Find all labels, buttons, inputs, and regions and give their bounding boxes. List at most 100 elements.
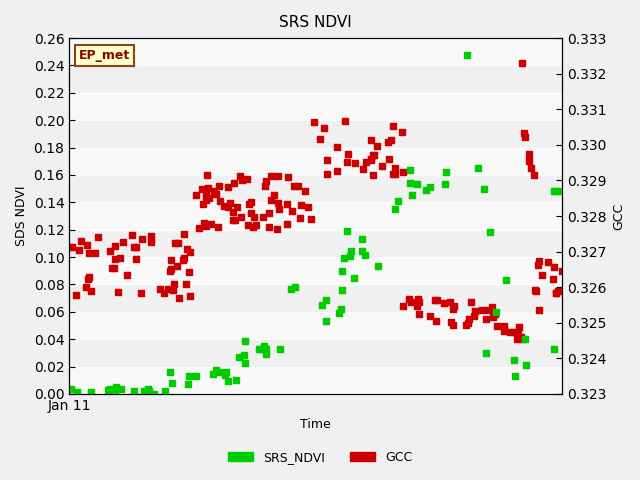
Point (239, 351, 249, 359)
Point (129, 387, 139, 395)
Point (249, 213, 259, 220)
Point (509, 328, 519, 336)
Point (342, 158, 352, 166)
Point (239, 337, 250, 345)
Point (137, 236, 147, 243)
Point (513, 329, 523, 336)
Point (145, 238, 156, 246)
Point (84, 273, 95, 281)
Point (469, 307, 479, 314)
Point (322, 156, 332, 164)
Point (148, 390, 159, 397)
Point (76, 237, 86, 245)
Point (405, 179, 415, 187)
Point (543, 259, 554, 266)
Point (184, 372, 195, 380)
Point (185, 249, 195, 256)
Y-axis label: GCC: GCC (612, 203, 625, 229)
Point (397, 168, 408, 176)
Point (90, 249, 100, 256)
Point (368, 171, 378, 179)
Point (517, 59, 527, 67)
Point (127, 231, 138, 239)
Point (321, 296, 331, 304)
Point (140, 388, 150, 396)
Point (526, 164, 536, 172)
Point (516, 335, 527, 342)
Point (505, 328, 515, 336)
Point (556, 267, 566, 275)
Point (229, 180, 239, 187)
Point (473, 164, 483, 172)
Point (385, 136, 396, 144)
Point (516, 333, 526, 340)
Point (139, 387, 149, 395)
Point (111, 384, 122, 391)
Point (166, 265, 176, 273)
Point (377, 162, 387, 170)
Point (344, 252, 355, 260)
Point (165, 368, 175, 376)
Point (524, 151, 534, 158)
Point (342, 227, 353, 234)
Point (108, 264, 118, 272)
Point (169, 280, 179, 288)
Point (182, 245, 192, 253)
Point (548, 264, 559, 271)
Point (332, 144, 342, 151)
Point (420, 186, 431, 193)
Point (492, 323, 502, 330)
Point (232, 203, 242, 211)
Point (103, 386, 113, 394)
Point (273, 199, 283, 207)
Point (346, 247, 356, 255)
Point (201, 222, 211, 230)
Point (549, 188, 559, 195)
Point (146, 232, 156, 240)
Point (160, 387, 170, 395)
Point (373, 262, 383, 270)
Point (256, 345, 266, 353)
Point (413, 296, 423, 303)
Point (159, 289, 169, 297)
Bar (69, 312, 562, 339)
Point (199, 219, 209, 227)
Point (289, 283, 300, 290)
Point (413, 310, 424, 318)
Point (490, 309, 500, 317)
Point (231, 376, 241, 384)
Point (65, 385, 76, 393)
Point (481, 315, 491, 323)
Point (266, 196, 276, 204)
Point (432, 296, 442, 304)
Point (300, 187, 310, 194)
Point (244, 201, 254, 208)
Point (254, 345, 264, 353)
Point (82, 241, 92, 249)
Point (462, 51, 472, 59)
Point (202, 184, 212, 192)
Point (332, 168, 342, 175)
Point (259, 343, 269, 350)
Point (93, 234, 104, 241)
Point (387, 170, 397, 178)
Point (350, 159, 360, 167)
Point (191, 372, 202, 380)
Point (260, 181, 270, 189)
Point (282, 201, 292, 208)
Point (86, 389, 96, 396)
Point (406, 298, 417, 306)
Point (219, 203, 229, 210)
Point (518, 129, 529, 136)
Y-axis label: SDS NDVI: SDS NDVI (15, 186, 28, 246)
Point (322, 170, 332, 178)
Point (269, 192, 279, 199)
Point (463, 319, 473, 327)
Point (431, 318, 442, 325)
Point (398, 302, 408, 310)
Bar (69, 38, 562, 65)
Point (136, 289, 146, 297)
Point (481, 349, 492, 357)
Point (340, 117, 350, 124)
Point (173, 239, 183, 247)
